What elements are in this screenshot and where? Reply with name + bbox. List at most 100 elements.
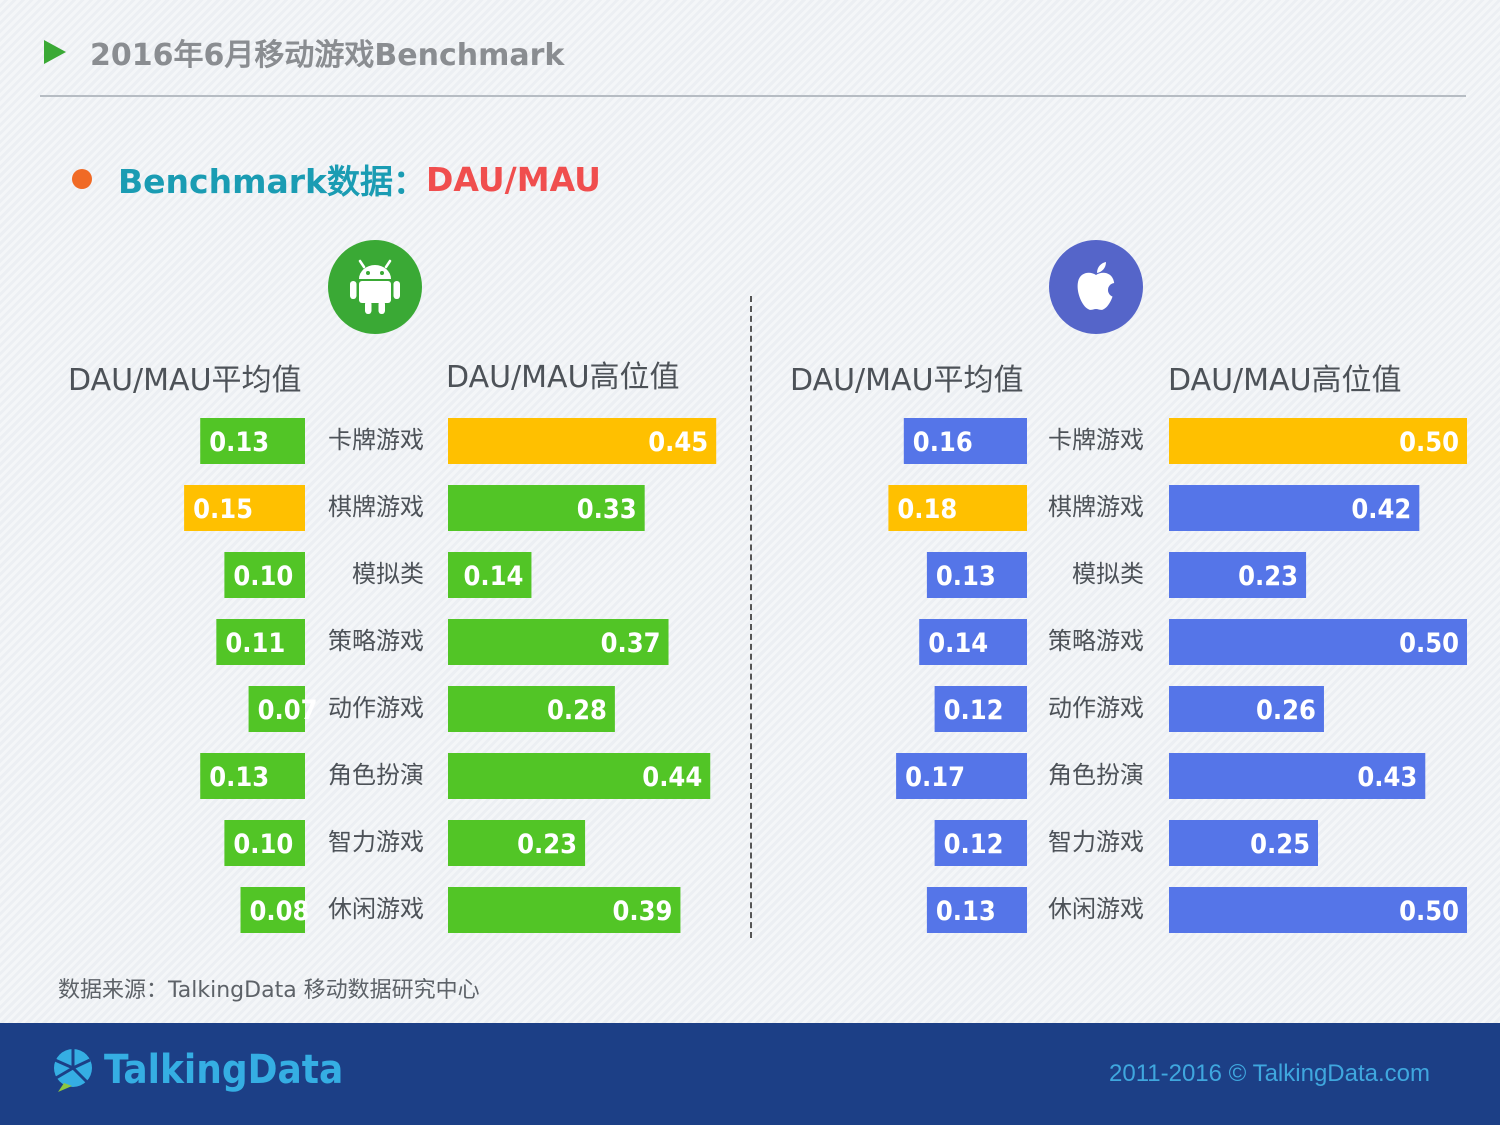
android-avg-bar bbox=[224, 820, 305, 866]
ios-high-bar bbox=[1169, 418, 1467, 464]
section-heading-metric: DAU/MAU bbox=[425, 159, 601, 199]
android-high-label: 0.28 bbox=[547, 695, 607, 726]
ios-avg-label: 0.12 bbox=[944, 695, 1004, 726]
ios-avg-label: 0.18 bbox=[897, 494, 957, 525]
triangle-right-icon bbox=[44, 40, 66, 64]
ios-category-label: 动作游戏 bbox=[1048, 694, 1144, 722]
android-high-bar bbox=[448, 485, 645, 531]
android-high-bar bbox=[448, 820, 586, 866]
ios-avg-bar bbox=[903, 418, 1027, 464]
ios-avg-label: 0.17 bbox=[905, 762, 965, 793]
android-high-bar bbox=[448, 887, 681, 933]
android-category-label: 智力游戏 bbox=[328, 828, 424, 856]
ios-avg-bar bbox=[926, 552, 1027, 598]
android-high-header: DAU/MAU高位值 bbox=[446, 360, 680, 395]
android-avg-label: 0.07 bbox=[258, 695, 318, 726]
android-avg-label: 0.08 bbox=[250, 896, 310, 927]
android-high-label: 0.37 bbox=[601, 628, 661, 659]
android-avg-bar bbox=[248, 686, 305, 732]
ios-avg-bar bbox=[926, 887, 1027, 933]
ios-high-header: DAU/MAU高位值 bbox=[1168, 363, 1402, 398]
android-high-label: 0.44 bbox=[642, 762, 702, 793]
ios-high-label: 0.50 bbox=[1399, 427, 1459, 458]
header-divider bbox=[40, 95, 1466, 97]
ios-high-label: 0.26 bbox=[1256, 695, 1316, 726]
ios-high-bar bbox=[1169, 753, 1426, 799]
ios-high-label: 0.50 bbox=[1399, 628, 1459, 659]
android-avg-label: 0.15 bbox=[193, 494, 253, 525]
android-avg-bar bbox=[184, 485, 305, 531]
dot-icon bbox=[72, 169, 92, 189]
ios-avg-label: 0.13 bbox=[936, 561, 996, 592]
talkingdata-logo-icon bbox=[54, 1049, 92, 1092]
ios-high-bar bbox=[1169, 686, 1324, 732]
android-category-label: 棋牌游戏 bbox=[328, 493, 424, 521]
ios-high-bar bbox=[1169, 619, 1467, 665]
apple-icon bbox=[1049, 240, 1143, 334]
android-high-bar bbox=[448, 686, 615, 732]
section-heading-prefix: Benchmark数据： bbox=[118, 162, 426, 201]
android-high-label: 0.33 bbox=[577, 494, 637, 525]
android-avg-label: 0.10 bbox=[233, 829, 293, 860]
ios-category-label: 模拟类 bbox=[1072, 560, 1144, 588]
ios-avg-label: 0.13 bbox=[936, 896, 996, 927]
ios-avg-bar bbox=[919, 619, 1027, 665]
ios-category-label: 智力游戏 bbox=[1048, 828, 1144, 856]
android-icon bbox=[328, 240, 422, 334]
page-header: 2016年6月移动游戏Benchmark bbox=[44, 30, 564, 74]
android-avg-bar bbox=[224, 552, 305, 598]
ios-category-label: 棋牌游戏 bbox=[1048, 493, 1144, 521]
android-category-label: 动作游戏 bbox=[328, 694, 424, 722]
ios-avg-label: 0.16 bbox=[913, 427, 973, 458]
android-avg-bar bbox=[200, 418, 305, 464]
ios-high-bar bbox=[1169, 887, 1467, 933]
android-category-label: 卡牌游戏 bbox=[328, 426, 424, 454]
android-avg-header: DAU/MAU平均值 bbox=[68, 363, 302, 398]
android-avg-label: 0.13 bbox=[209, 762, 269, 793]
ios-category-label: 休闲游戏 bbox=[1048, 895, 1144, 923]
android-category-label: 策略游戏 bbox=[328, 627, 424, 655]
source-note: 数据来源：TalkingData 移动数据研究中心 bbox=[58, 978, 480, 1003]
ios-avg-label: 0.14 bbox=[928, 628, 988, 659]
footer-bar: TalkingData 2011-2016 © TalkingData.com bbox=[0, 1023, 1500, 1125]
android-high-label: 0.39 bbox=[613, 896, 673, 927]
ios-avg-header: DAU/MAU平均值 bbox=[790, 363, 1024, 398]
android-avg-label: 0.11 bbox=[225, 628, 285, 659]
section-heading: Benchmark数据： DAU/MAU bbox=[72, 155, 601, 203]
android-avg-label: 0.10 bbox=[233, 561, 293, 592]
android-high-label: 0.23 bbox=[517, 829, 577, 860]
android-category-label: 休闲游戏 bbox=[328, 895, 424, 923]
android-category-label: 角色扮演 bbox=[328, 761, 424, 789]
android-avg-bar bbox=[240, 887, 305, 933]
android-high-bar bbox=[448, 418, 717, 464]
ios-avg-bar bbox=[934, 686, 1027, 732]
ios-category-label: 角色扮演 bbox=[1048, 761, 1144, 789]
ios-high-label: 0.50 bbox=[1399, 896, 1459, 927]
android-high-bar bbox=[448, 753, 711, 799]
ios-avg-bar bbox=[896, 753, 1027, 799]
ios-high-bar bbox=[1169, 485, 1420, 531]
ios-category-label: 策略游戏 bbox=[1048, 627, 1144, 655]
android-high-label: 0.45 bbox=[648, 427, 708, 458]
ios-high-label: 0.42 bbox=[1351, 494, 1411, 525]
ios-high-label: 0.25 bbox=[1250, 829, 1310, 860]
ios-category-label: 卡牌游戏 bbox=[1048, 426, 1144, 454]
ios-avg-bar bbox=[934, 820, 1027, 866]
ios-high-label: 0.23 bbox=[1238, 561, 1298, 592]
ios-high-bar bbox=[1169, 552, 1307, 598]
ios-high-label: 0.43 bbox=[1357, 762, 1417, 793]
android-avg-label: 0.13 bbox=[209, 427, 269, 458]
ios-avg-bar bbox=[888, 485, 1027, 531]
android-avg-bar bbox=[200, 753, 305, 799]
android-high-bar bbox=[448, 619, 669, 665]
platform-divider bbox=[750, 296, 752, 938]
android-high-bar bbox=[448, 552, 532, 598]
android-category-label: 模拟类 bbox=[352, 560, 424, 588]
brand-name: TalkingData bbox=[104, 1047, 344, 1093]
page-title: 2016年6月移动游戏Benchmark bbox=[90, 38, 565, 73]
copyright: 2011-2016 © TalkingData.com bbox=[1109, 1060, 1430, 1087]
brand: TalkingData bbox=[50, 1047, 343, 1093]
ios-high-bar bbox=[1169, 820, 1318, 866]
android-high-label: 0.14 bbox=[464, 561, 524, 592]
